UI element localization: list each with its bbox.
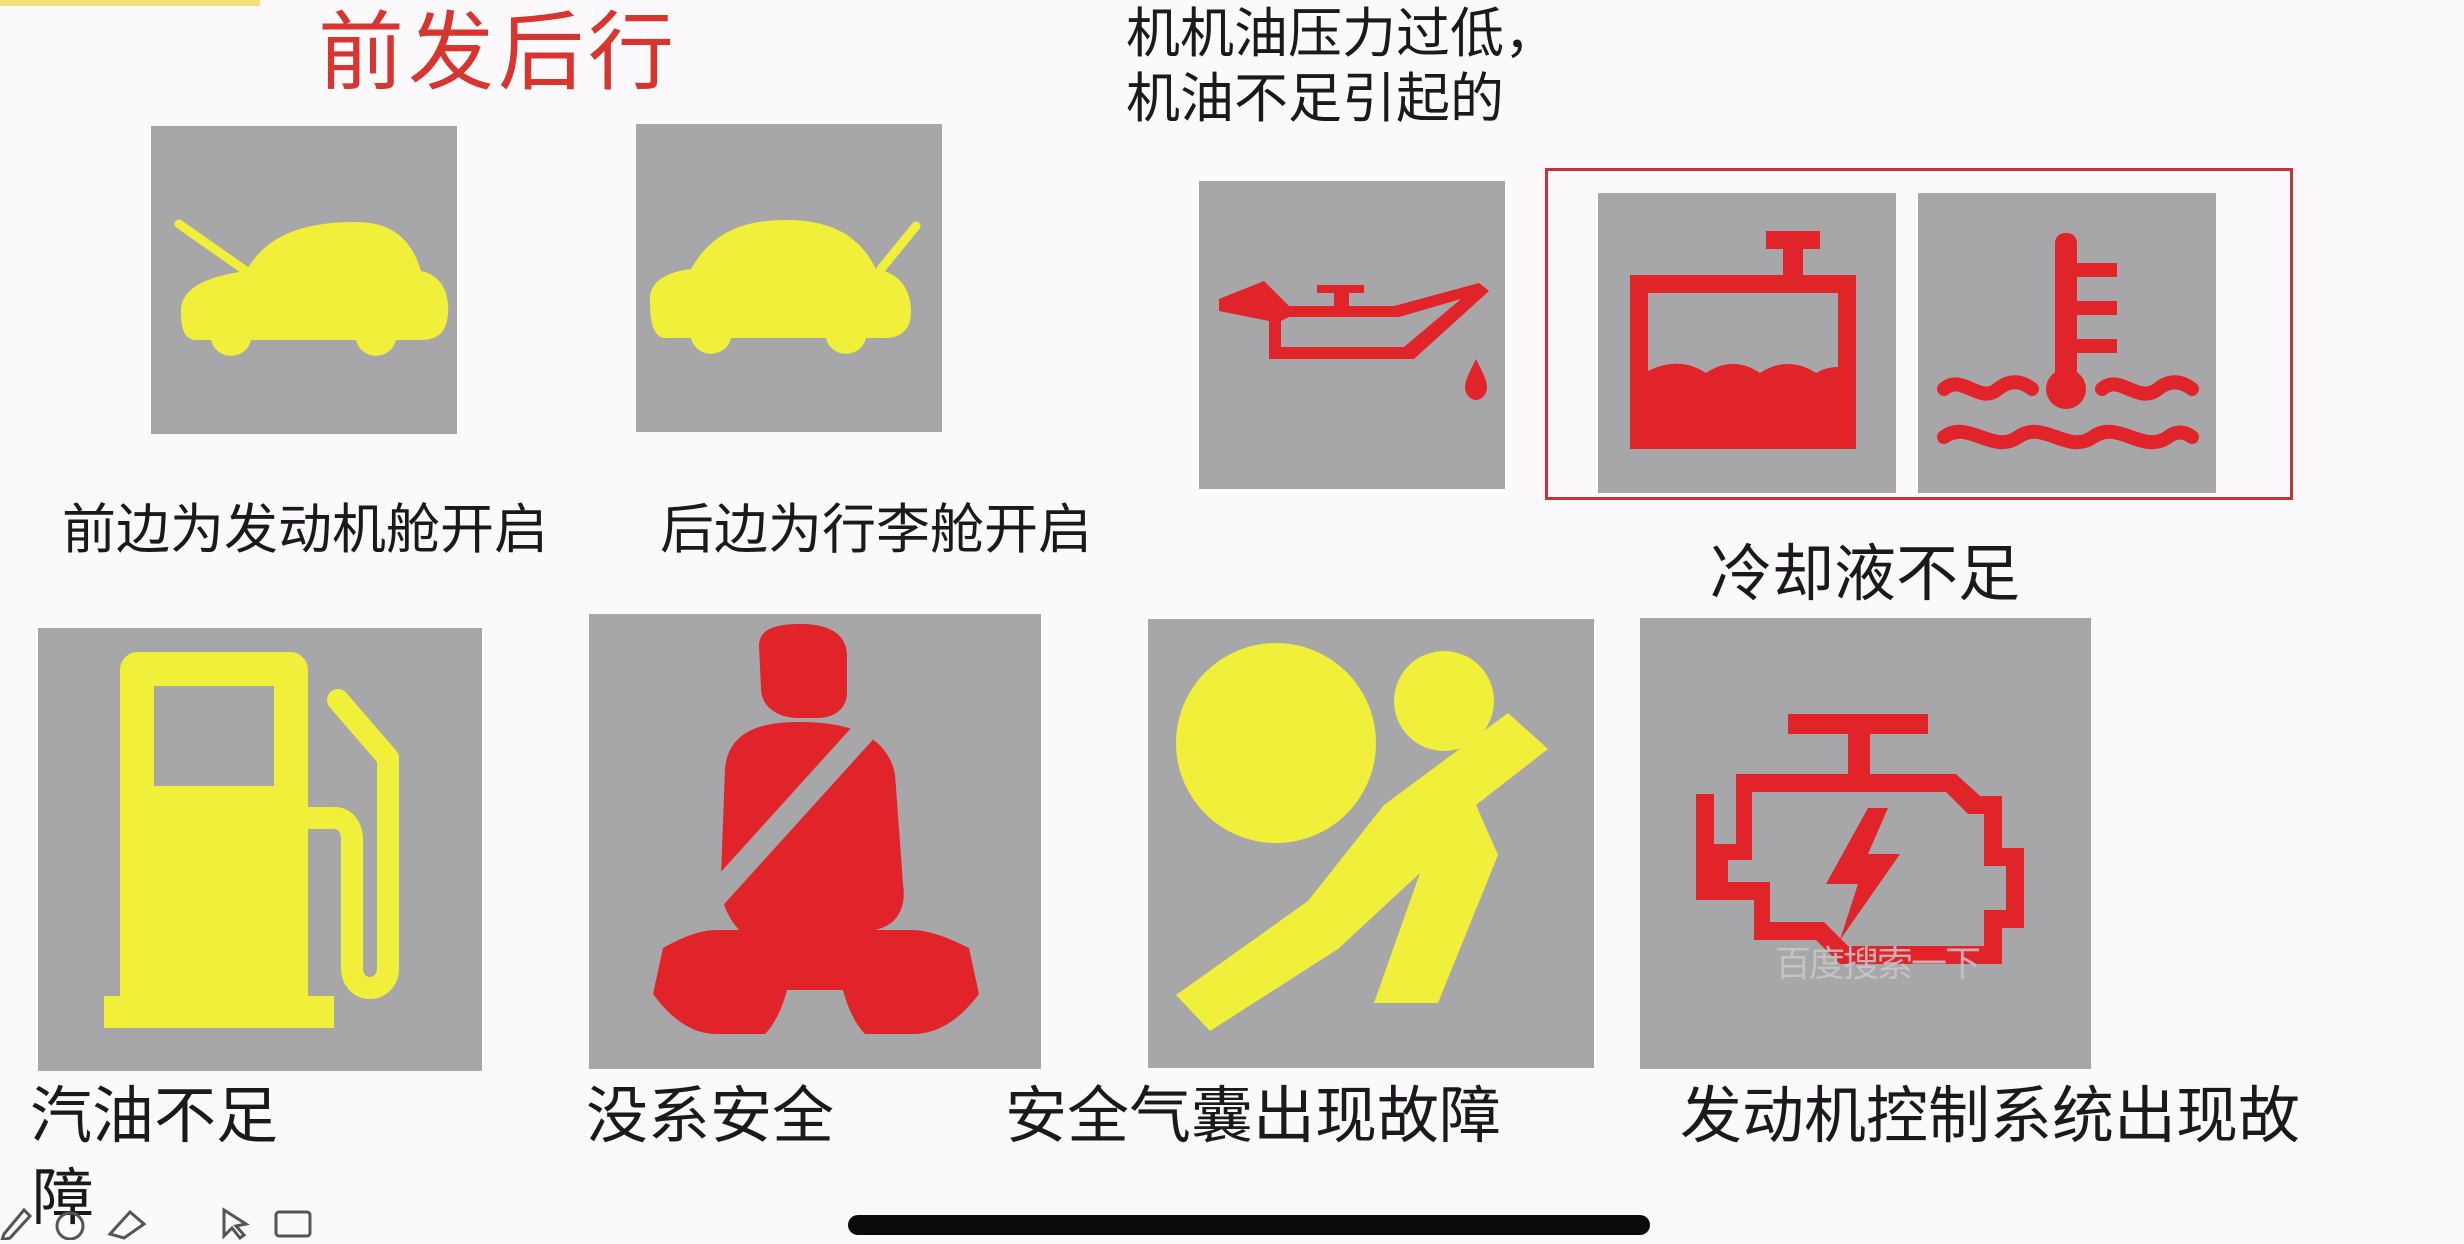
tile-coolant-level	[1598, 193, 1896, 493]
tile-trunk-open	[636, 124, 942, 432]
coolant-warning-frame	[1545, 168, 2293, 500]
annotation-toolbar	[0, 1200, 320, 1243]
coolant-level-icon	[1630, 231, 1856, 449]
airbag-icon	[1176, 643, 1548, 1031]
caption-trunk-open: 后边为行李舱开启	[660, 498, 1092, 561]
page-title: 前发后行	[318, 3, 678, 103]
tile-check-engine	[1640, 618, 2091, 1069]
coolant-temperature-icon	[1937, 233, 2199, 450]
watermark: 百度搜索一下	[1775, 944, 1981, 985]
tile-seatbelt	[589, 614, 1041, 1069]
oil-pressure-note: 机机油压力过低， 机油不足引起的	[1126, 2, 1558, 130]
tile-coolant-temperature	[1918, 193, 2216, 493]
caption-fuel-cont: 障	[32, 1161, 95, 1234]
caption-fuel: 汽油不足	[30, 1079, 279, 1152]
tile-fuel-pump	[38, 628, 482, 1071]
caption-hood-open: 前边为发动机舱开启	[62, 498, 548, 561]
home-indicator[interactable]	[848, 1215, 1650, 1235]
pointer-icon[interactable]	[222, 1207, 250, 1241]
caption-airbag: 安全气囊出现故障	[1005, 1079, 1502, 1152]
screen-icon[interactable]	[274, 1210, 312, 1238]
tile-airbag	[1148, 619, 1594, 1068]
caption-engine: 发动机控制系统出现故	[1680, 1079, 2301, 1152]
trunk-open-icon	[649, 220, 921, 354]
fuel-pump-icon	[104, 652, 399, 1028]
check-engine-icon	[1696, 714, 2024, 964]
caption-seatbelt: 没系安全	[586, 1079, 835, 1152]
tile-oil-pressure	[1199, 181, 1505, 489]
pencil-icon[interactable]	[0, 1207, 33, 1243]
eraser-icon[interactable]	[107, 1209, 147, 1240]
top-edge-strip	[0, 0, 260, 6]
palette-icon[interactable]	[55, 1211, 85, 1241]
oil-pressure-icon	[1219, 281, 1489, 400]
caption-coolant: 冷却液不足	[1710, 537, 2021, 610]
tile-hood-open	[151, 126, 457, 434]
seatbelt-icon	[653, 624, 979, 1034]
hood-open-icon	[174, 219, 449, 356]
